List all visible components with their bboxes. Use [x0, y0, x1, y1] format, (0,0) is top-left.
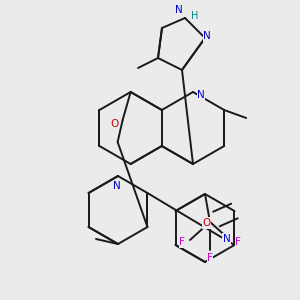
Text: N: N [223, 234, 230, 244]
Text: N: N [197, 90, 205, 100]
Text: O: O [202, 218, 211, 228]
Text: H: H [191, 11, 199, 21]
Text: N: N [113, 181, 121, 191]
Text: F: F [235, 237, 241, 247]
Text: N: N [175, 5, 183, 15]
Text: O: O [110, 119, 119, 129]
Text: F: F [207, 253, 213, 263]
Text: N: N [203, 31, 211, 41]
Text: F: F [179, 237, 185, 247]
